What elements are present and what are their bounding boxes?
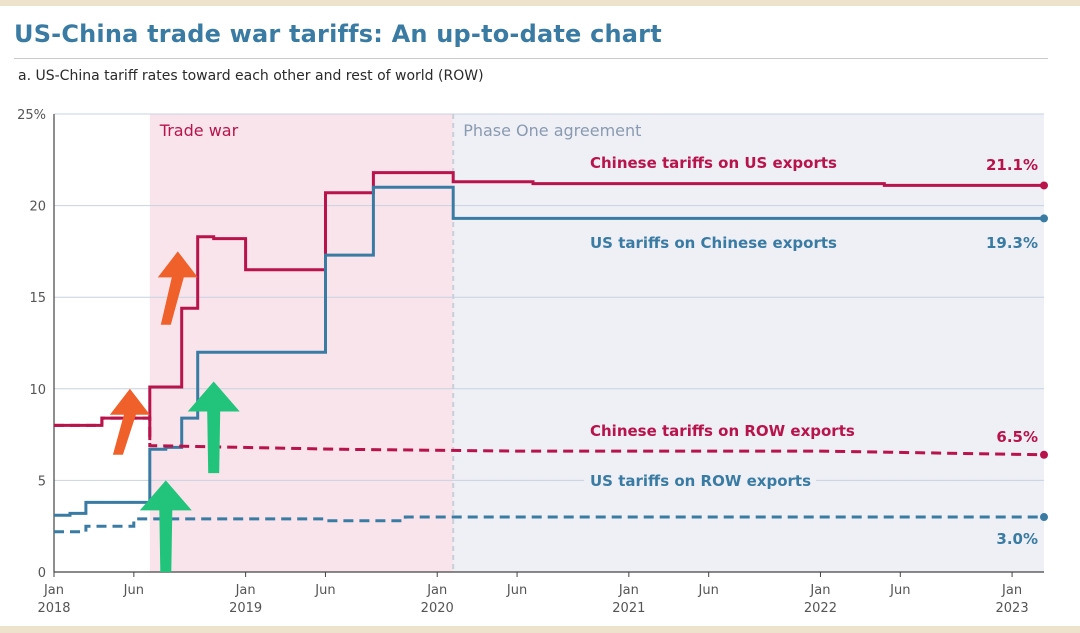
annotation-arrow-orange-1 bbox=[109, 388, 150, 455]
region-trade-war bbox=[149, 114, 454, 572]
region-phase-one bbox=[453, 114, 1044, 572]
y-tick-label-5: 5 bbox=[38, 474, 46, 489]
x-tick-year-2020-01: 2020 bbox=[421, 601, 454, 616]
end-value-label-chinese-row: 6.5% bbox=[996, 428, 1038, 446]
annotation-arrow-orange-2 bbox=[157, 251, 198, 325]
x-tick-label-2019-06: Jun bbox=[314, 583, 335, 598]
y-tick-label-20: 20 bbox=[29, 200, 46, 215]
series-label-chinese-row: Chinese tariffs on ROW exports bbox=[590, 422, 855, 440]
series-line-us-row bbox=[54, 515, 1044, 534]
x-tick-label-2018-06: Jun bbox=[123, 583, 144, 598]
annotation-arrow-green-3 bbox=[139, 480, 192, 572]
x-tick-label-2023-01: Jan bbox=[1001, 583, 1022, 598]
series-label-us-chinese: US tariffs on Chinese exports bbox=[590, 234, 837, 252]
x-tick-label-2019-01: Jan bbox=[235, 583, 256, 598]
x-tick-label-2018-01: Jan bbox=[43, 583, 64, 598]
page-title: US-China trade war tariffs: An up-to-dat… bbox=[14, 20, 662, 48]
y-tick-label-25: 25% bbox=[17, 108, 46, 123]
x-tick-year-2019-01: 2019 bbox=[229, 601, 262, 616]
series-label-chinese-us: Chinese tariffs on US exports bbox=[590, 154, 837, 172]
y-tick-label-10: 10 bbox=[29, 383, 46, 398]
y-tick-label-0: 0 bbox=[38, 566, 46, 581]
x-tick-label-2020-06: Jun bbox=[506, 583, 527, 598]
annotation-arrow-green-4 bbox=[187, 381, 240, 474]
series-label-us-row: US tariffs on ROW exports bbox=[590, 472, 811, 490]
title-divider bbox=[14, 58, 1048, 59]
x-tick-label-2021-01: Jan bbox=[618, 583, 639, 598]
series-label-bg-us-row bbox=[584, 470, 816, 492]
x-tick-year-2023-01: 2023 bbox=[996, 601, 1029, 616]
series-endpoint-chinese-us bbox=[1040, 181, 1048, 190]
series-line-chinese-row bbox=[54, 416, 1045, 457]
x-tick-year-2022-01: 2022 bbox=[804, 601, 837, 616]
x-tick-year-2021-01: 2021 bbox=[612, 601, 645, 616]
series-endpoint-us-row bbox=[1040, 513, 1048, 522]
end-value-label-us-chinese: 19.3% bbox=[986, 234, 1038, 252]
x-tick-label-2021-06: Jun bbox=[698, 583, 719, 598]
region-label-trade-war: Trade war bbox=[159, 121, 239, 140]
end-value-label-chinese-us: 21.1% bbox=[986, 156, 1038, 174]
x-tick-label-2022-06: Jun bbox=[889, 583, 910, 598]
region-label-phase-one: Phase One agreement bbox=[463, 121, 641, 140]
series-endpoint-chinese-row bbox=[1040, 450, 1048, 459]
series-endpoint-us-chinese bbox=[1040, 214, 1048, 223]
series-line-chinese-us bbox=[54, 171, 1044, 441]
y-tick-label-15: 15 bbox=[29, 291, 46, 306]
x-tick-label-2022-01: Jan bbox=[809, 583, 830, 598]
x-tick-label-2020-01: Jan bbox=[426, 583, 447, 598]
x-tick-year-2018-01: 2018 bbox=[37, 601, 70, 616]
series-line-us-chinese bbox=[54, 185, 1044, 517]
chart-subtitle: a. US-China tariff rates toward each oth… bbox=[18, 68, 484, 84]
end-value-label-us-row: 3.0% bbox=[996, 530, 1038, 548]
